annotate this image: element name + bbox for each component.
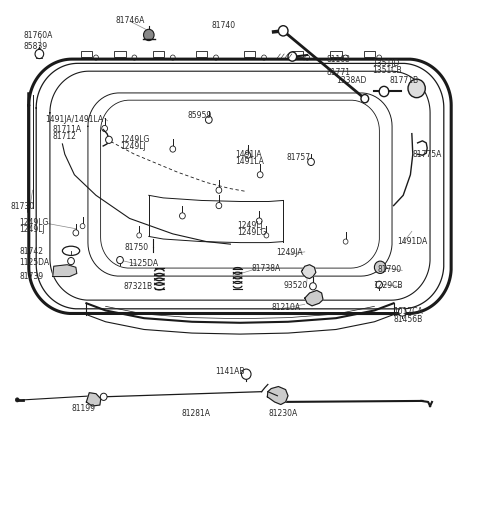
Polygon shape [305,290,323,306]
Text: 85959: 85959 [187,111,212,120]
Text: 87321B: 87321B [124,282,153,291]
Circle shape [343,239,348,244]
Circle shape [398,308,406,316]
Text: 1338AD: 1338AD [336,76,366,85]
Text: 1249LG: 1249LG [19,218,48,227]
Circle shape [15,398,19,402]
Text: 1017CA: 1017CA [394,307,423,317]
Circle shape [379,86,389,97]
Text: 81712: 81712 [53,132,77,141]
Text: 93520: 93520 [283,281,308,290]
Bar [364,51,375,57]
Text: 81730: 81730 [11,202,35,211]
Circle shape [308,158,314,166]
Circle shape [35,49,44,59]
Text: 1491JA: 1491JA [235,150,262,159]
Circle shape [144,29,154,41]
Text: 81746A: 81746A [115,16,144,25]
Circle shape [245,152,251,158]
Circle shape [80,224,85,229]
Text: 81711A: 81711A [53,125,82,134]
Circle shape [310,283,316,290]
Circle shape [73,230,79,236]
Text: 1249LG: 1249LG [238,228,267,237]
Text: 1491DA: 1491DA [397,237,428,246]
Bar [196,51,207,57]
Text: 81199: 81199 [71,404,95,413]
Circle shape [216,203,222,209]
Text: 1249JA: 1249JA [276,248,302,258]
Text: 1125DA: 1125DA [129,259,159,268]
Circle shape [102,125,108,132]
Bar [114,51,126,57]
Text: 1351JD: 1351JD [372,59,399,68]
Text: 81757: 81757 [286,153,310,162]
Circle shape [288,52,297,61]
Text: 1491LA: 1491LA [235,157,264,166]
Text: 81771: 81771 [326,68,350,78]
Circle shape [170,146,176,152]
Text: 81230A: 81230A [269,409,298,418]
Ellipse shape [62,246,80,255]
Text: 81771B: 81771B [390,76,419,85]
Text: 1229CB: 1229CB [373,281,403,290]
Bar [153,51,164,57]
Circle shape [376,281,383,288]
Text: 1249LJ: 1249LJ [238,221,264,230]
Text: 81163: 81163 [326,54,350,64]
Circle shape [278,26,288,36]
Text: 81210A: 81210A [272,303,301,312]
Circle shape [117,256,123,264]
Text: 81775A: 81775A [413,150,442,159]
Text: 1249LJ: 1249LJ [120,142,146,151]
Polygon shape [267,387,288,405]
Text: 1249LJ: 1249LJ [19,225,45,234]
Circle shape [100,393,107,400]
Circle shape [361,95,369,103]
Bar [81,51,92,57]
Text: 81750: 81750 [125,243,149,252]
Circle shape [180,213,185,219]
Circle shape [216,187,222,193]
Circle shape [257,172,263,178]
Text: 81739: 81739 [19,272,43,281]
Circle shape [256,218,262,224]
Text: 1125DA: 1125DA [19,258,49,267]
Circle shape [408,79,425,98]
Text: 81456B: 81456B [394,315,423,324]
Text: 85839: 85839 [24,42,48,51]
Text: 81790: 81790 [377,265,401,274]
Polygon shape [301,265,316,279]
Bar [292,51,303,57]
Text: 1351CB: 1351CB [372,66,402,76]
Circle shape [205,116,212,123]
Polygon shape [86,393,101,406]
Text: 81738A: 81738A [252,264,281,273]
Text: 81760A: 81760A [24,31,53,41]
Circle shape [374,261,386,273]
Polygon shape [53,265,77,277]
Circle shape [106,136,112,143]
Text: 1141AB: 1141AB [215,366,244,376]
Bar [244,51,255,57]
Bar [330,51,342,57]
Circle shape [137,233,142,238]
Circle shape [241,369,251,379]
Text: 81740: 81740 [211,21,235,30]
Text: 81281A: 81281A [181,409,210,418]
Circle shape [264,233,269,238]
Circle shape [68,258,74,265]
Text: 1491JA/1491LA: 1491JA/1491LA [46,115,104,124]
Text: 1249LG: 1249LG [120,135,149,144]
Text: 81742: 81742 [19,247,43,256]
